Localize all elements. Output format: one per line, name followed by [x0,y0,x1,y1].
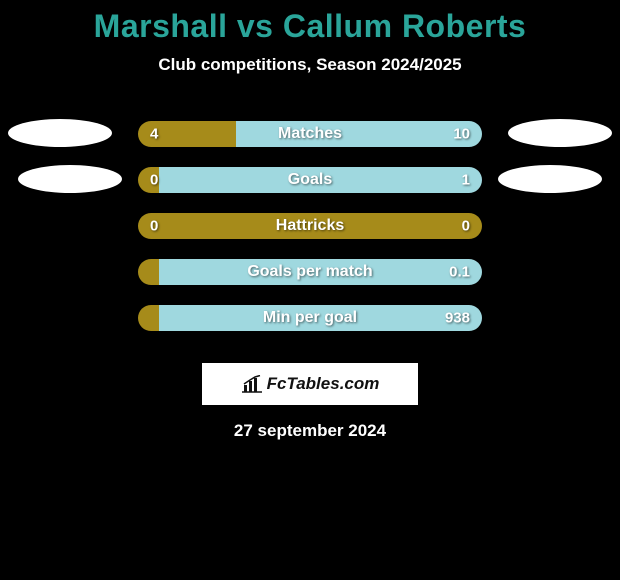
bar-left-segment [138,259,159,285]
stat-label: Goals per match [247,263,372,281]
comparison-infographic: Marshall vs Callum Roberts Club competit… [0,0,620,580]
logo-box: FcTables.com [202,363,418,405]
player-left-marker [8,119,112,147]
player-right-marker [498,165,602,193]
bar-left-segment [138,305,159,331]
stat-bar: 938 Min per goal [138,305,482,331]
stat-bar: 0.1 Goals per match [138,259,482,285]
stat-row: 0.1 Goals per match [0,253,620,299]
stat-row: 0 1 Goals [0,161,620,207]
stat-right-value: 10 [453,126,470,143]
stat-right-value: 1 [462,172,470,189]
bar-chart-icon [241,375,263,393]
stat-bar: 0 1 Goals [138,167,482,193]
stat-bar: 4 10 Matches [138,121,482,147]
page-title: Marshall vs Callum Roberts [0,0,620,45]
stat-row: 938 Min per goal [0,299,620,345]
stat-label: Goals [288,171,332,189]
player-right-marker [508,119,612,147]
stat-left-value: 0 [150,172,158,189]
stat-row: 0 0 Hattricks [0,207,620,253]
stat-bar: 0 0 Hattricks [138,213,482,239]
date-text: 27 september 2024 [0,421,620,441]
stat-right-value: 938 [445,310,470,327]
logo-text: FcTables.com [267,374,380,394]
bar-right-segment [236,121,482,147]
stat-label: Min per goal [263,309,357,327]
stats-rows: 4 10 Matches 0 1 Goals 0 0 Hattricks 0.1 Goals per… [0,115,620,345]
stat-right-value: 0.1 [449,264,470,281]
stat-right-value: 0 [462,218,470,235]
subtitle: Club competitions, Season 2024/2025 [0,55,620,75]
stat-row: 4 10 Matches [0,115,620,161]
stat-left-value: 4 [150,126,158,143]
stat-left-value: 0 [150,218,158,235]
player-left-marker [18,165,122,193]
stat-label: Matches [278,125,342,143]
stat-label: Hattricks [276,217,344,235]
